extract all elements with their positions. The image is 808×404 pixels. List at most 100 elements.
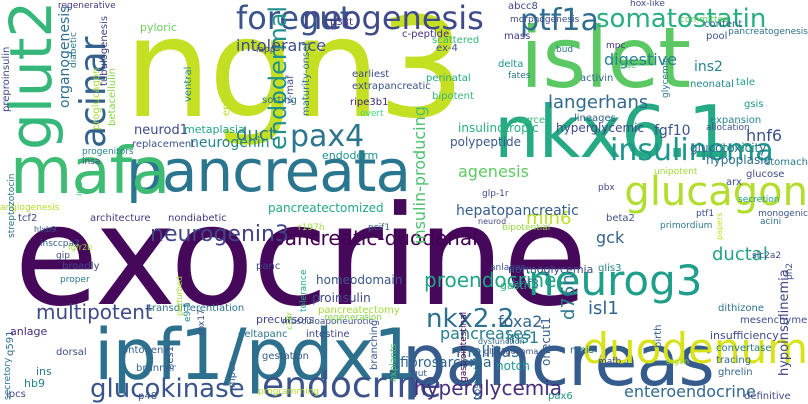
word-incretin: hypoplasia xyxy=(706,153,771,167)
word-pbx: unipotent xyxy=(654,167,698,177)
word-gestation: hes1 xyxy=(165,345,176,370)
word-ptf1a: ptf1a xyxy=(520,3,599,38)
word-diabetic: regenerative xyxy=(58,1,116,11)
word-panc: proper xyxy=(60,275,90,285)
word-anlage: birth xyxy=(653,324,664,349)
word-nondiabetic: architecture xyxy=(90,213,151,224)
word-beta2: ptf1 xyxy=(696,209,715,219)
word-tale: neonatal xyxy=(690,79,734,90)
word-pancreata: pancreata xyxy=(126,137,411,205)
word-pancreatectomized: epithelium xyxy=(221,62,232,116)
word-glis3: slc2a2 xyxy=(752,251,782,261)
word-committed: hox-like xyxy=(630,0,665,9)
word-ductal: ductal xyxy=(712,244,768,265)
word-hepatopancreatic: hepatopancreatic xyxy=(456,203,579,219)
word-arx: glucose xyxy=(746,169,785,180)
word-gastrointestinal: explants xyxy=(389,343,399,382)
word-p33t: iapp xyxy=(256,45,276,55)
word-pax6: postnatal xyxy=(473,357,483,400)
word-neurog3: neurog3 xyxy=(528,256,703,305)
word-c18r: musculoaponeurotic xyxy=(282,317,374,327)
word-anlagen: regeneration xyxy=(324,313,382,323)
word-preproinsulin: diabetic xyxy=(69,32,79,68)
word-mesenchyme: dithizone xyxy=(718,303,765,314)
word-homeodomain: pancreatectomy xyxy=(318,305,400,316)
word-birth: mesenchyme xyxy=(740,315,808,326)
word-gut: fibrosarcoma xyxy=(400,355,492,371)
word-regeneration: tolerance xyxy=(299,269,309,312)
word-dorsal: glis3 xyxy=(598,263,622,274)
word-sorting: overt xyxy=(360,109,384,119)
word-pax4: pax4 xyxy=(290,119,365,154)
word-glucokinase: glucokinase xyxy=(90,374,245,404)
word-secretion: arx xyxy=(726,177,742,188)
word-allocation: expansion xyxy=(710,115,762,126)
word-neonatal: activin xyxy=(580,73,614,84)
word-definitive: pax6 xyxy=(548,391,573,402)
word-fibrosarcoma: p48 xyxy=(138,391,158,402)
word-duodenum: duodenum xyxy=(582,324,808,373)
word-regenerative: ph2 xyxy=(785,262,795,280)
word-neurod1: neurod1 xyxy=(134,123,189,138)
word-ex-4: scattered xyxy=(432,35,480,46)
word-mellitus: mellitus xyxy=(456,342,520,361)
word-perinatal: glycemic xyxy=(661,57,671,98)
word-organ: notch xyxy=(496,359,530,373)
word-expansion: gsis xyxy=(744,99,764,110)
word-secretory: ipcs xyxy=(6,389,26,400)
word-ripe3b1: earliest xyxy=(352,69,390,80)
word-digestive: digestive xyxy=(604,50,677,69)
word-proper: broadly xyxy=(62,261,100,272)
word-precursors: onecut1 xyxy=(539,317,553,366)
word-polypeptide: insulinotropic xyxy=(458,121,539,135)
word-nkx6-1: nkx6.1 xyxy=(494,90,733,174)
word-multipotent: multipotent xyxy=(36,300,153,324)
word-proendocrine: proendocrine xyxy=(424,268,557,292)
word-ipcs: hb9 xyxy=(24,377,45,390)
word-morphogenesis: abcc8 xyxy=(508,1,538,12)
word-hox-like: morphogenesis xyxy=(510,15,580,25)
word-glucose: stomach xyxy=(765,157,808,168)
word-musculoaponeurotic: sox17 xyxy=(197,309,207,336)
word-programming: secretory xyxy=(3,357,13,400)
word-gck: gck xyxy=(596,228,625,247)
word-duct: duct xyxy=(236,124,276,145)
word-hb9: ins xyxy=(36,365,52,378)
word-q591: panc xyxy=(256,261,281,272)
word-ptf1: pcif1 xyxy=(368,223,391,233)
word-ghrelin: tracing xyxy=(716,355,752,366)
word-glucotoxicity: homeodomain xyxy=(316,273,403,287)
word-hypoinsulinemia: proinsulin xyxy=(312,291,371,305)
word-angiogenesis: irs2 xyxy=(75,181,84,196)
word-agenesis: agenesis xyxy=(458,162,529,181)
word-ventral: metaplasia xyxy=(184,123,245,136)
word-neurogenin3: neurogenin3 xyxy=(150,222,289,247)
word-earliest: extrapancreatic xyxy=(352,81,431,92)
word-rise: fates xyxy=(508,71,531,81)
word-broadly: fgfr2b xyxy=(68,243,93,252)
word-proglucagon: pyloric xyxy=(140,21,177,34)
word-hnf6: hnf6 xyxy=(746,126,783,145)
word-exocrine: exocrine xyxy=(14,176,588,337)
word-intolerance: intolerance xyxy=(236,36,327,55)
word-overt: ripe3b1 xyxy=(350,97,389,108)
word-dysfunction: gastrointestinal xyxy=(459,311,469,382)
word-mpcs: gestation xyxy=(262,351,309,362)
word-ipf1-pdx1: ipf1/pdx1 xyxy=(94,314,417,396)
word-architecture: tcf2 xyxy=(18,213,38,224)
word-mafa: mafa xyxy=(10,135,170,209)
word-meis: glucagonoma xyxy=(484,347,539,356)
word-isl1: isl1 xyxy=(588,298,619,319)
word-glucagonoma: dysfunction xyxy=(478,337,525,346)
word-lineages: source xyxy=(512,115,546,126)
word-glp-1r: pbx xyxy=(598,183,615,193)
word-primordium: bipotential xyxy=(502,223,551,233)
word-insa: progenitors xyxy=(82,147,134,157)
word-pancreatic-duodenal: pancreatic-duodenal xyxy=(272,226,478,250)
word-normoglycemia: incretin xyxy=(720,143,758,154)
word-hypoplasia: glucotoxicity xyxy=(690,141,767,155)
word-extrapancreatic: maturity-onset xyxy=(301,41,312,116)
word-mass: ex-4 xyxy=(436,43,458,54)
word-fgf10: fgf10 xyxy=(654,123,691,139)
